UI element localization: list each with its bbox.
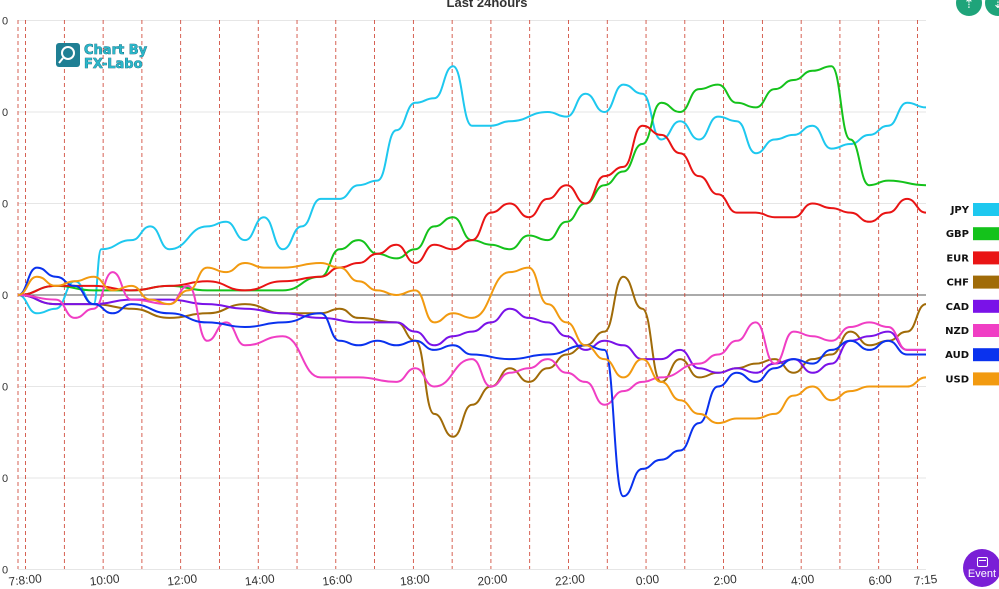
x-tick-label: 2:00 [713, 572, 738, 588]
legend-label-aud: AUD [945, 350, 969, 361]
legend-label-cad: CAD [946, 302, 969, 313]
magnifier-handle [58, 57, 64, 64]
x-tick-label: 18:00 [399, 571, 431, 588]
grid [17, 20, 926, 570]
x-tick-label: 12:00 [166, 571, 198, 588]
series-line-aud [17, 266, 926, 498]
series-lines [17, 65, 927, 498]
download-icon: ⇣ [992, 0, 999, 12]
legend-label-eur: EUR [946, 253, 969, 264]
logo-line2: FX-Labo [84, 57, 143, 72]
y-tick-label: 0 [2, 382, 8, 394]
series-line-chf [17, 275, 927, 438]
legend-label-usd: USD [945, 374, 969, 385]
magnifier-icon [61, 46, 75, 60]
y-tick-label: 0 [2, 107, 8, 119]
y-tick-label: 0 [2, 473, 8, 485]
series-line-usd [17, 262, 927, 425]
chart-title: Last 24hours [447, 0, 528, 10]
legend-label-jpy: JPY [950, 205, 970, 216]
download-button[interactable]: ⇣ [985, 0, 999, 16]
event-label: Event [967, 567, 997, 580]
fx-labo-logo: Chart By FX-Labo [56, 43, 148, 72]
y-axis-ticks: 0 0 0 0 0 0 0 [2, 16, 8, 577]
calendar-icon [976, 556, 988, 567]
legend-swatch-jpy [973, 203, 999, 216]
y-tick-label: 0 [2, 199, 8, 211]
legend-label-gbp: GBP [946, 229, 969, 240]
legend-label-nzd: NZD [945, 326, 969, 337]
x-tick-label: 16:00 [322, 571, 354, 588]
x-tick-label: 6:00 [868, 572, 893, 588]
legend-label-chf: CHF [946, 278, 969, 289]
x-tick-label: 10:00 [89, 571, 121, 588]
legend: JPY GBP EUR CHF CAD NZD AUD USD [945, 203, 999, 386]
x-tick-label: 20:00 [477, 571, 509, 588]
x-tick-label: 14:00 [244, 571, 276, 588]
series-line-eur [17, 124, 927, 296]
x-tick-label: 22:00 [554, 571, 586, 588]
series-line-gbp [17, 65, 927, 296]
y-tick-label: 0 [2, 290, 8, 302]
tree-icon: ⇡ [963, 0, 975, 12]
x-tick-label: 7:8:00 [8, 571, 43, 588]
x-tick-label: 0:00 [635, 572, 660, 588]
legend-swatch-gbp [973, 227, 999, 241]
legend-swatch-nzd [973, 324, 999, 337]
logo-line1: Chart By [84, 43, 148, 58]
legend-swatch-cad [973, 299, 999, 313]
x-tick-label: 4:00 [790, 572, 815, 588]
legend-swatch-aud [973, 348, 999, 362]
event-button[interactable]: Event [963, 549, 999, 587]
legend-swatch-usd [973, 372, 999, 386]
series-line-jpy [17, 65, 927, 315]
y-tick-label: 0 [2, 565, 8, 577]
tree-button[interactable]: ⇡ [956, 0, 982, 16]
series-line-nzd [17, 271, 926, 406]
series-line-cad [17, 294, 926, 374]
legend-swatch-eur [973, 251, 999, 265]
x-tick-label: 7:15 [913, 572, 938, 588]
x-axis-ticks: 7:8:00 10:00 12:00 14:00 16:00 18:00 20:00 22:0… [8, 571, 938, 588]
legend-swatch-chf [973, 275, 999, 289]
y-tick-label: 0 [2, 16, 8, 28]
logo-mark [56, 43, 80, 67]
